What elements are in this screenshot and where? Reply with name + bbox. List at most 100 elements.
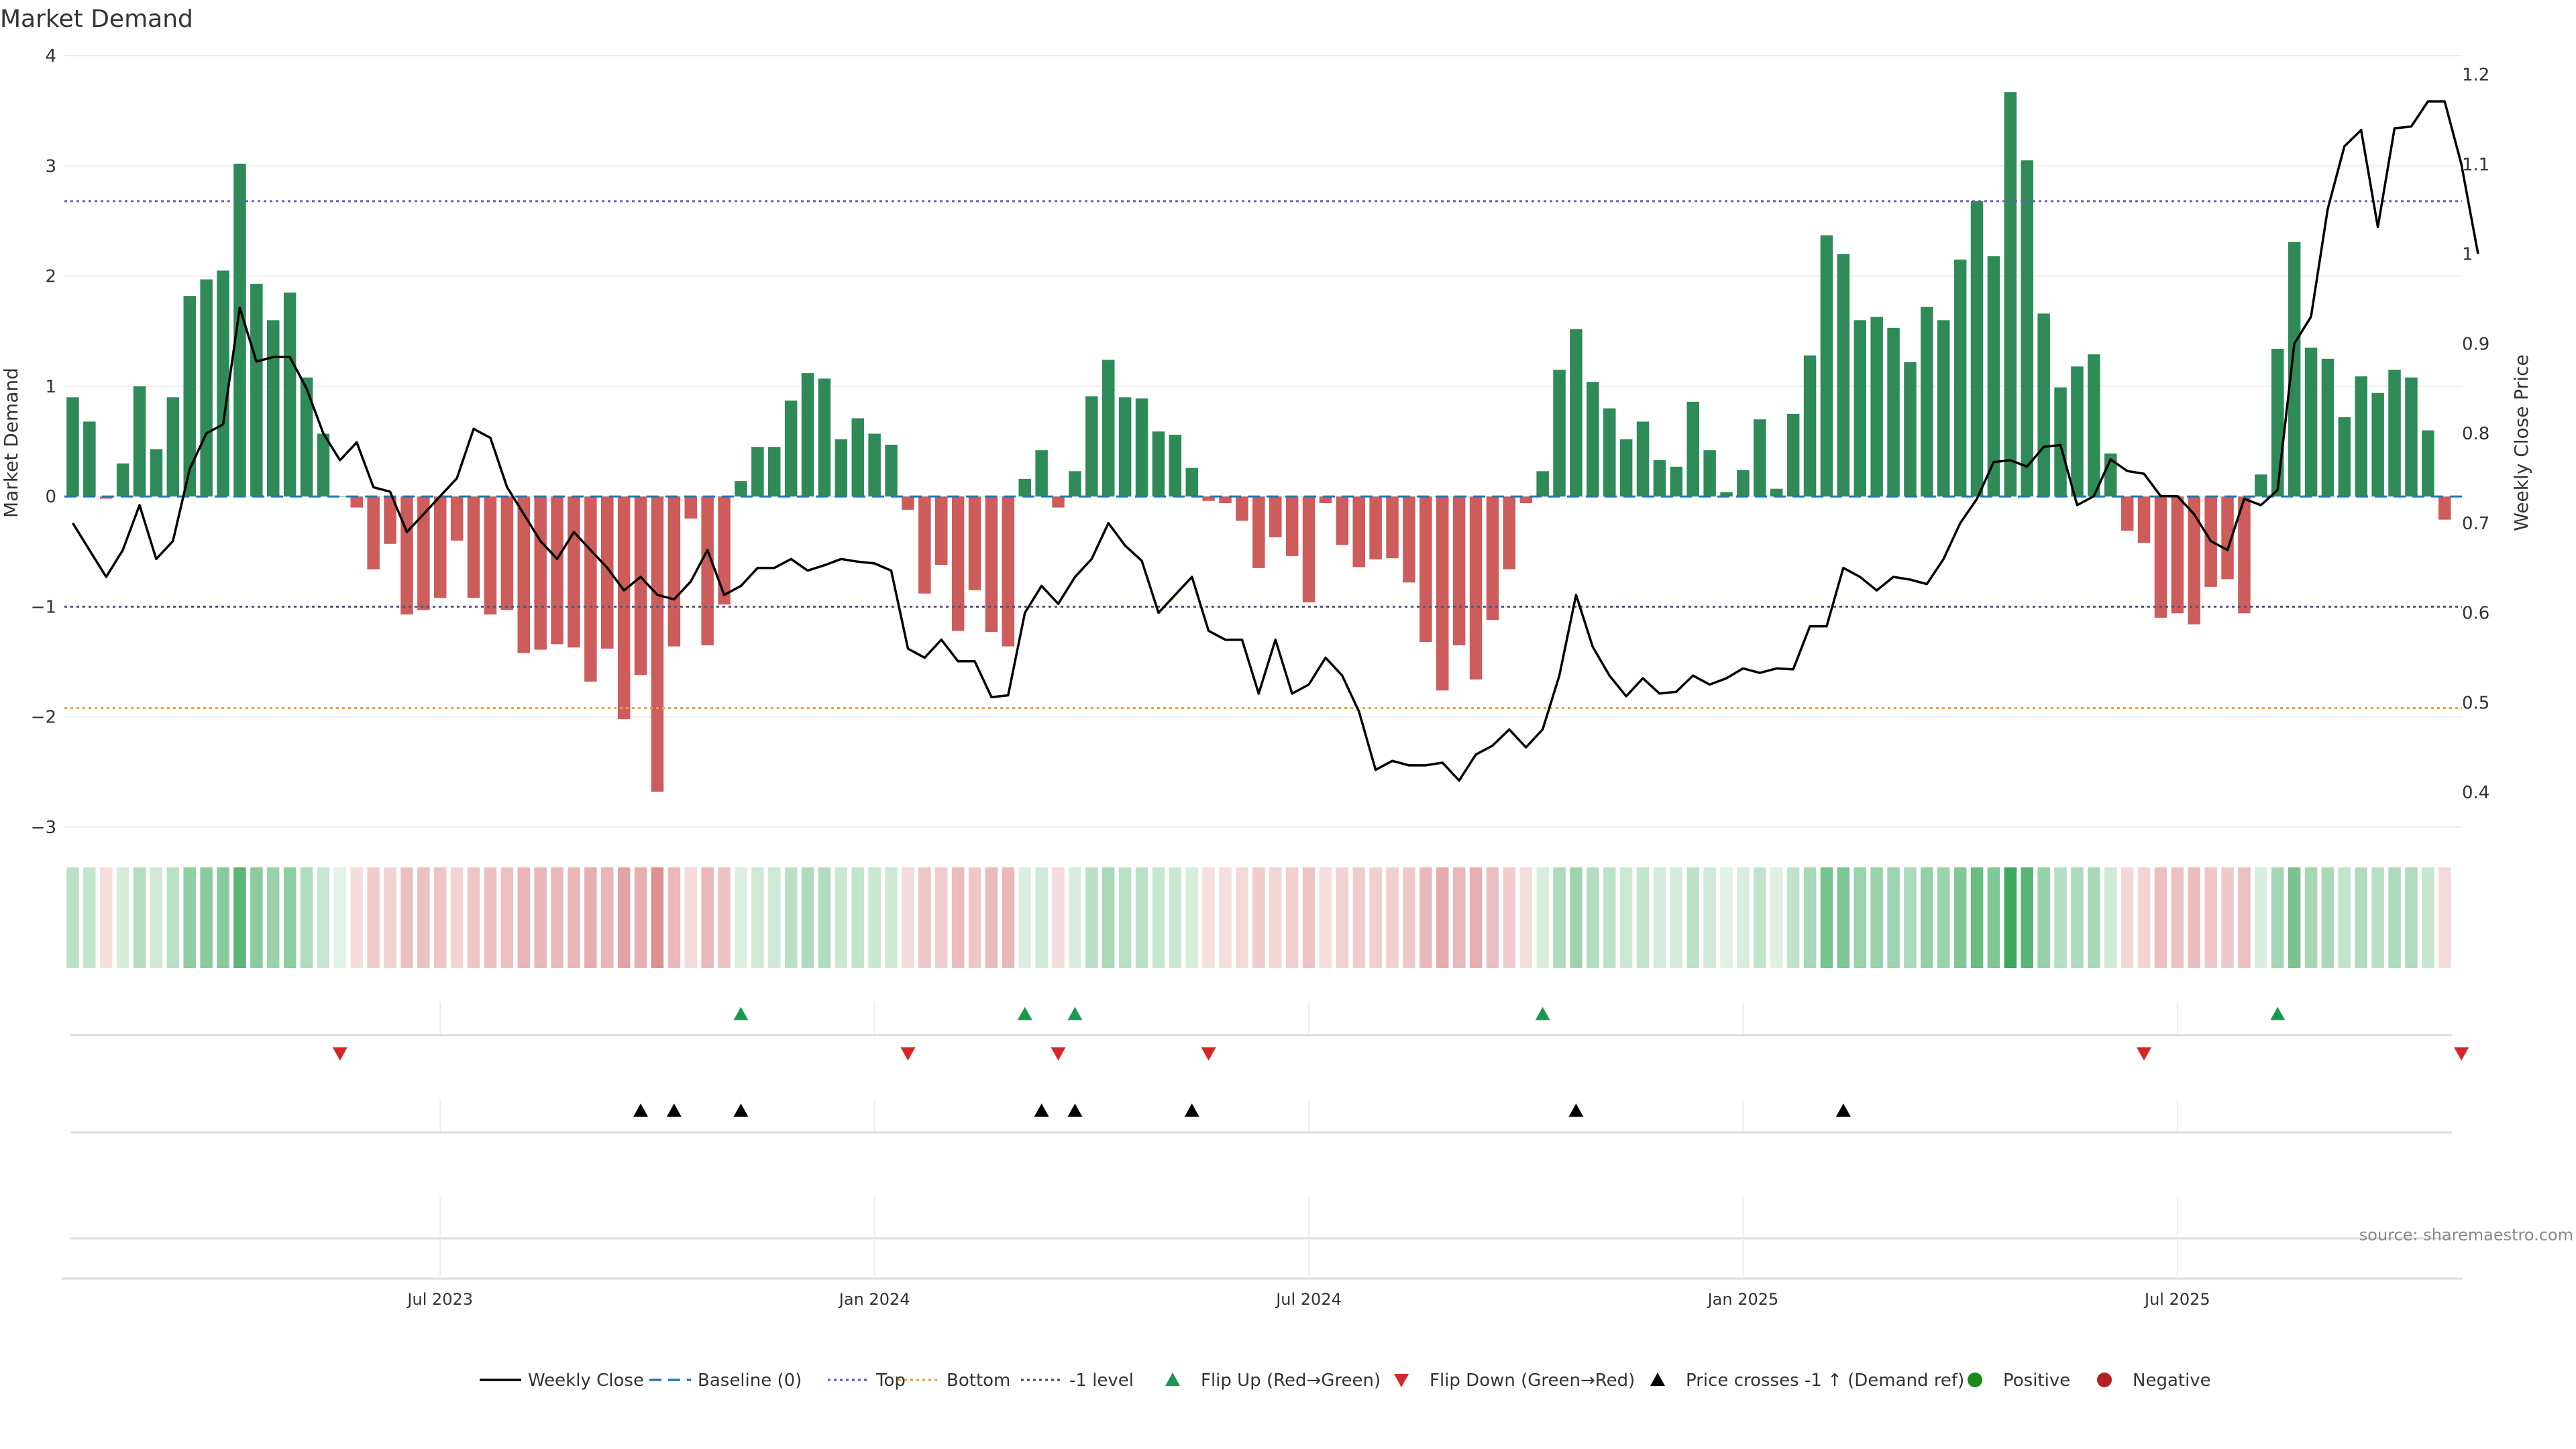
demand-bar-positive (818, 378, 831, 497)
demand-bar-positive (133, 386, 146, 497)
demand-bar-negative (918, 496, 931, 594)
heat-strip-cell (1703, 867, 1716, 968)
heat-strip-cell (133, 867, 146, 968)
legend-swatch-flip_up (1165, 1373, 1180, 1386)
price-cross-marker (666, 1104, 682, 1117)
heat-strip-cell (2388, 867, 2401, 968)
heat-strip-cell (1754, 867, 1766, 968)
heat-strip-cell (1720, 867, 1733, 968)
demand-bar-positive (1035, 450, 1048, 497)
heat-strip-cell (1587, 867, 1599, 968)
heat-strip-cell (83, 867, 96, 968)
heat-strip-cell (1302, 867, 1316, 968)
demand-bar-negative (2171, 496, 2184, 614)
heat-strip-cell (751, 867, 764, 968)
heat-strip-cell (1069, 867, 1081, 968)
heat-strip-cell (484, 867, 497, 968)
demand-bar-positive (2304, 347, 2318, 497)
heat-strip-cell (2188, 867, 2200, 968)
heat-strip-cell (601, 867, 614, 968)
heat-strip-cell (1519, 867, 1532, 968)
legend-item: Weekly Close (480, 1371, 644, 1391)
demand-bar-positive (784, 400, 798, 497)
legend-item: Price crosses -1 ↑ (Demand ref) (1650, 1371, 1964, 1391)
y-tick-label: −3 (31, 818, 56, 838)
heat-strip-cell (1336, 867, 1349, 968)
x-tick-label: Jan 2024 (838, 1290, 910, 1309)
flip-up-marker (1535, 1007, 1550, 1020)
demand-bar-positive (183, 296, 196, 497)
demand-bar-negative (450, 496, 464, 541)
demand-bar-positive (1018, 478, 1031, 497)
demand-bar-positive (1135, 398, 1148, 497)
heat-strip (66, 867, 2451, 968)
demand-bar-positive (1703, 450, 1716, 497)
heat-strip-cell (2204, 867, 2217, 968)
heat-strip-cell (1670, 867, 1683, 968)
heat-strip-cell (2288, 867, 2301, 968)
price-cross-marker (1835, 1104, 1851, 1117)
heat-strip-cell (1970, 867, 1984, 968)
signal-panels (70, 1002, 2469, 1240)
flip-down-marker (2454, 1047, 2469, 1061)
heat-strip-cell (217, 867, 229, 968)
flip-down-marker (332, 1047, 347, 1061)
legend-swatch-flip_down (1394, 1374, 1409, 1387)
heat-strip-cell (1553, 867, 1566, 968)
demand-bar-negative (484, 496, 497, 614)
heat-strip-cell (1953, 867, 1967, 968)
heat-strip-cell (1152, 867, 1165, 968)
demand-bar-positive (1854, 320, 1866, 497)
demand-bar-positive (1587, 382, 1599, 497)
demand-bar-positive (801, 373, 814, 497)
demand-bar-negative (935, 496, 948, 565)
heat-strip-cell (1285, 867, 1299, 968)
x-axis: Jul 2023 Jan 2024 Jul 2024 Jan 2025 Jul 2025 (62, 1238, 2462, 1309)
heat-strip-cell (584, 867, 597, 968)
legend-label: Negative (2133, 1371, 2211, 1391)
heat-strip-cell (935, 867, 948, 968)
heat-strip-cell (2154, 867, 2167, 968)
demand-bar-positive (1754, 419, 1766, 497)
demand-bar-positive (2371, 392, 2384, 497)
demand-bar-negative (985, 496, 998, 633)
y2-tick-label: 1.1 (2462, 155, 2489, 175)
demand-bar-positive (2037, 313, 2050, 497)
heat-strip-cell (1820, 867, 1833, 968)
heat-strip-cell (768, 867, 781, 968)
heat-strip-cell (1118, 867, 1132, 968)
heat-strip-cell (1102, 867, 1115, 968)
demand-bar-negative (1503, 496, 1516, 570)
y-tick-label: 4 (45, 46, 56, 66)
demand-bar-positive (150, 449, 163, 497)
demand-bar-positive (1904, 362, 1917, 497)
demand-bar-positive (1118, 397, 1132, 497)
demand-bar-positive (2355, 376, 2367, 497)
y2-tick-label: 0.7 (2462, 514, 2489, 534)
demand-bar-positive (200, 279, 213, 497)
demand-bar-positive (1870, 317, 1883, 497)
heat-strip-cell (2238, 867, 2251, 968)
demand-bar-positive (333, 496, 347, 497)
heat-strip-cell (1686, 867, 1699, 968)
heat-strip-cell (2371, 867, 2384, 968)
demand-bar-negative (1219, 496, 1232, 503)
heat-strip-cell (2021, 867, 2033, 968)
heat-strip-cell (1987, 867, 2000, 968)
heat-strip-cell (267, 867, 280, 968)
heat-strip-cell (2355, 867, 2367, 968)
heat-strip-cell (1887, 867, 1900, 968)
heat-strip-cell (2422, 867, 2434, 968)
price-cross-marker (733, 1104, 749, 1117)
demand-bar-negative (601, 496, 614, 649)
demand-bar-positive (1570, 329, 1582, 497)
heat-strip-cell (1452, 867, 1466, 968)
demand-bar-positive (1185, 468, 1198, 497)
legend-label: Bottom (947, 1371, 1010, 1391)
heat-strip-cell (317, 867, 330, 968)
demand-bar-negative (1486, 496, 1499, 621)
heat-strip-cell (166, 867, 180, 968)
demand-bar-positive (1953, 259, 1967, 497)
demand-bar-positive (2388, 370, 2401, 497)
